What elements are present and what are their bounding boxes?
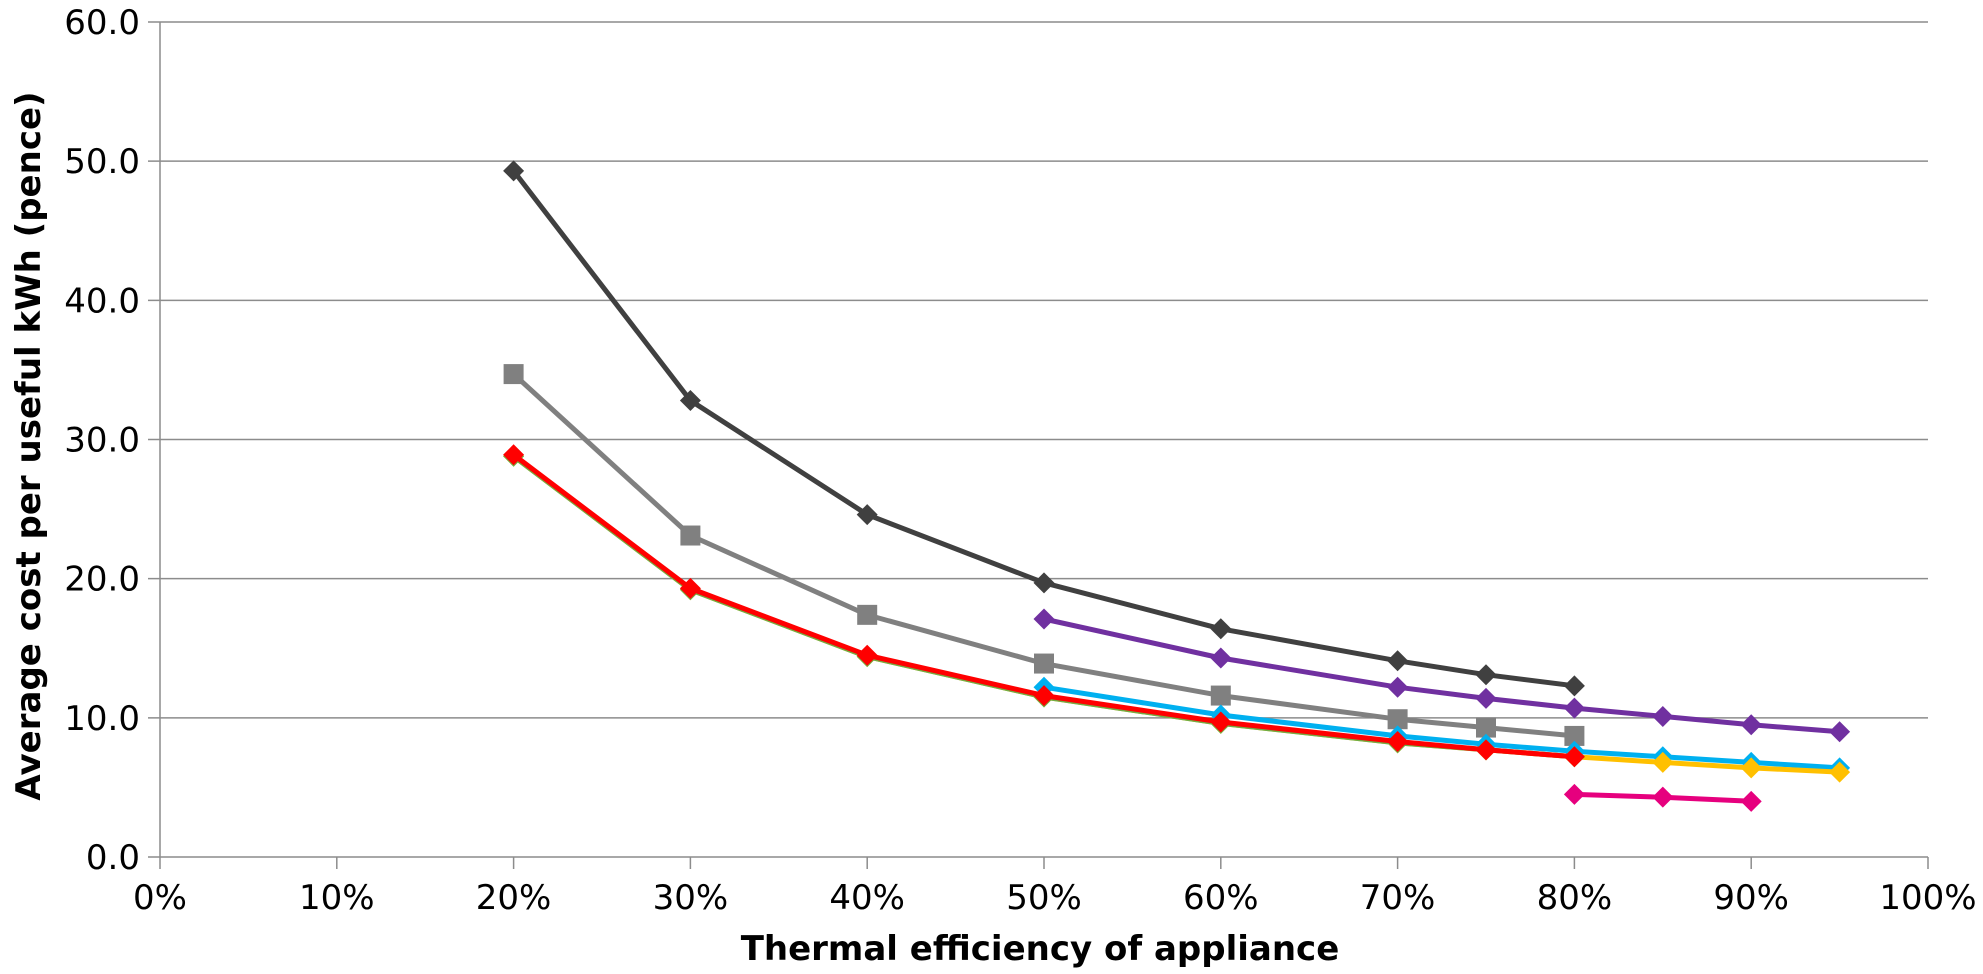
y-tick-label: 10.0 [64, 699, 140, 739]
x-tick-label: 90% [1713, 878, 1789, 918]
data-point [503, 444, 525, 466]
data-point [1387, 650, 1409, 672]
series-line [511, 452, 1577, 760]
series-5 [503, 445, 1851, 783]
x-tick-label: 20% [476, 878, 552, 918]
series-8 [503, 444, 1585, 768]
data-point [1563, 697, 1585, 719]
data-point [1563, 746, 1585, 768]
series-line [511, 371, 1577, 739]
data-point [1652, 786, 1674, 808]
data-point [1652, 751, 1674, 773]
y-tick-label: 60.0 [64, 3, 140, 43]
data-point [856, 644, 878, 666]
tick-labels: 0.0 10.0 20.0 30.0 40.0 50.0 60.0 0% 10% 20% 30% 40… [64, 3, 1976, 918]
x-tick-label: 40% [829, 878, 905, 918]
data-point [680, 525, 701, 546]
data-point [1387, 676, 1409, 698]
data-point [1387, 730, 1409, 752]
data-point [1829, 721, 1851, 743]
series-line [511, 453, 1577, 760]
y-tick-label: 20.0 [64, 560, 140, 600]
series-6 [503, 445, 1585, 768]
data-point [857, 604, 878, 625]
series-1 [503, 160, 1585, 697]
y-axis-title: Average cost per useful kWh (pence) [9, 91, 49, 800]
data-point [679, 577, 701, 599]
y-tick-label: 50.0 [64, 142, 140, 182]
data-point [503, 160, 525, 182]
data-point [1740, 714, 1762, 736]
x-tick-label: 100% [1879, 878, 1976, 918]
y-tick-label: 40.0 [64, 281, 140, 321]
data-point [1476, 717, 1496, 738]
data-point [1033, 572, 1055, 594]
data-point [1563, 675, 1585, 697]
gridlines [148, 21, 1928, 719]
data-point [1210, 647, 1232, 669]
data-point [1829, 761, 1851, 783]
x-tick-label: 50% [1006, 878, 1082, 918]
data-point [1740, 790, 1762, 812]
data-point [1652, 705, 1674, 727]
series-line [511, 453, 1843, 775]
x-tick-label: 80% [1537, 878, 1613, 918]
x-tick-label: 60% [1183, 878, 1259, 918]
series-7 [1563, 783, 1762, 812]
data-point [1210, 618, 1232, 640]
data-point [1033, 608, 1055, 630]
data-point [1210, 711, 1232, 733]
data-point [1564, 725, 1585, 746]
axes [148, 22, 1929, 869]
data-point [1387, 709, 1408, 730]
data-point [1475, 739, 1497, 761]
y-tick-label: 0.0 [86, 838, 140, 878]
data-series [503, 160, 1851, 812]
data-point [1033, 685, 1055, 707]
series-2 [503, 364, 1585, 746]
x-axis-title: Thermal efficiency of appliance [741, 929, 1340, 969]
data-point [1563, 783, 1585, 805]
data-point [856, 504, 878, 526]
data-point [679, 390, 701, 412]
series-line [1041, 684, 1843, 771]
data-point [1034, 653, 1054, 674]
data-point [1740, 757, 1762, 779]
data-point [1210, 685, 1231, 706]
x-tick-label: 0% [133, 878, 187, 918]
y-tick-label: 30.0 [64, 421, 140, 461]
data-point [503, 364, 524, 385]
data-point [1475, 687, 1497, 709]
data-point [1475, 664, 1497, 686]
series-line [511, 168, 1577, 689]
x-tick-label: 70% [1360, 878, 1436, 918]
series-line [1041, 616, 1843, 735]
x-tick-label: 10% [299, 878, 375, 918]
series-3 [1033, 608, 1851, 743]
x-tick-label: 30% [653, 878, 729, 918]
